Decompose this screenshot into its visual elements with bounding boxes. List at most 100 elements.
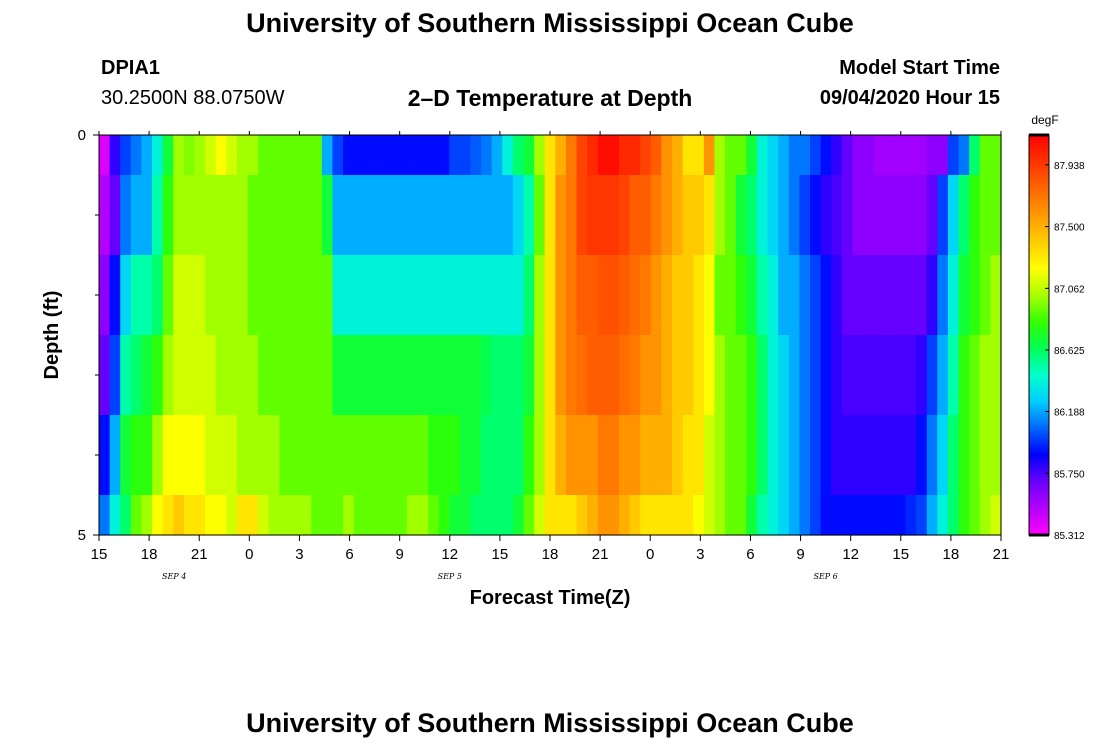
heatmap-cell xyxy=(512,495,525,536)
heatmap-cell xyxy=(491,415,503,496)
heatmap-cell xyxy=(321,255,334,336)
heatmap-cell xyxy=(714,415,726,496)
heatmap-cell xyxy=(778,175,790,256)
heatmap-cell xyxy=(162,415,174,496)
heatmap-cell xyxy=(693,255,705,336)
x-tick-label: 15 xyxy=(91,546,108,563)
heatmap-cell xyxy=(173,175,185,256)
y-tick-label: 5 xyxy=(78,527,86,544)
heatmap-cell xyxy=(788,135,800,176)
heatmap-cell xyxy=(236,255,249,336)
heatmap-cell xyxy=(650,415,663,496)
heatmap-cell xyxy=(215,415,227,496)
heatmap-cell xyxy=(396,415,408,496)
heatmap-cell xyxy=(703,415,716,496)
colorbar: degF 85.312 85.750 86.188 86.625 87.062 87.50… xyxy=(1028,113,1085,542)
heatmap-cell xyxy=(873,255,885,336)
heatmap-cell xyxy=(576,415,588,496)
heatmap-cell xyxy=(831,415,843,496)
heatmap-cell xyxy=(470,495,482,536)
heatmap-cell xyxy=(502,495,514,536)
heatmap-cell xyxy=(809,175,822,256)
heatmap-cell xyxy=(682,335,694,416)
heatmap-cell xyxy=(470,255,482,336)
heatmap-cell xyxy=(173,415,185,496)
heatmap-cell xyxy=(788,495,800,536)
heatmap-cell xyxy=(152,255,164,336)
heatmap-cell xyxy=(618,495,631,536)
heatmap-cell xyxy=(396,135,408,176)
heatmap-cell xyxy=(661,135,673,176)
heatmap-cell xyxy=(608,135,620,176)
heatmap-cell xyxy=(512,335,525,416)
heatmap-cell xyxy=(788,175,800,256)
heatmap-cell xyxy=(481,135,493,176)
heatmap-cell xyxy=(226,135,238,176)
heatmap-cell xyxy=(894,135,907,176)
heatmap-cell xyxy=(958,175,970,256)
heatmap-cell xyxy=(205,415,217,496)
heatmap-cell xyxy=(725,175,737,256)
heatmap-cell xyxy=(894,415,907,496)
heatmap-cell xyxy=(364,175,376,256)
heatmap-cell xyxy=(788,335,800,416)
heatmap-cell xyxy=(353,495,365,536)
x-tick-label: 3 xyxy=(295,546,303,563)
heatmap-cell xyxy=(544,415,556,496)
heatmap-cell xyxy=(863,135,875,176)
heatmap-cell xyxy=(290,175,302,256)
heatmap-cell xyxy=(693,135,705,176)
heatmap-cell xyxy=(396,255,408,336)
heatmap-cell xyxy=(279,135,291,176)
heatmap-cell xyxy=(226,415,238,496)
heatmap-cell xyxy=(247,175,259,256)
heatmap-cell xyxy=(268,255,280,336)
x-tick-label: 0 xyxy=(245,546,253,563)
heatmap-cell xyxy=(778,495,790,536)
date-label: SEP 4 xyxy=(162,572,186,581)
heatmap-cell xyxy=(555,495,567,536)
heatmap-cell xyxy=(852,495,864,536)
heatmap-cell xyxy=(990,335,1002,416)
heatmap-cell xyxy=(799,495,811,536)
heatmap-cell xyxy=(491,175,503,256)
heatmap-cell xyxy=(905,335,917,416)
heatmap-cell xyxy=(268,135,280,176)
heatmap-cell xyxy=(884,255,896,336)
heatmap-cell xyxy=(268,415,280,496)
heatmap-cell xyxy=(841,495,854,536)
heatmap-cell xyxy=(491,135,503,176)
heatmap-cell xyxy=(756,495,769,536)
heatmap-cell xyxy=(194,175,206,256)
heatmap-cell xyxy=(162,175,174,256)
x-tick-label: 6 xyxy=(746,546,754,563)
heatmap-cell xyxy=(958,495,970,536)
heatmap-cell xyxy=(534,415,546,496)
heatmap-cell xyxy=(873,495,885,536)
heatmap-cell xyxy=(427,175,440,256)
heatmap-cell xyxy=(236,335,249,416)
heatmap-cell xyxy=(767,255,779,336)
x-tick-label: 18 xyxy=(141,546,158,563)
heatmap-cell xyxy=(725,255,737,336)
heatmap-cell xyxy=(459,175,472,256)
heatmap-cell xyxy=(470,175,482,256)
heatmap-cell xyxy=(863,415,875,496)
heatmap-cell xyxy=(576,335,588,416)
heatmap-cell xyxy=(746,175,758,256)
heatmap-cell xyxy=(449,135,461,176)
heatmap-cell xyxy=(661,255,673,336)
heatmap-cell xyxy=(120,495,132,536)
heatmap-cell xyxy=(130,175,143,256)
heatmap-cell xyxy=(555,335,567,416)
x-tick-label: 18 xyxy=(943,546,960,563)
heatmap-cell xyxy=(99,175,111,256)
heatmap-cell xyxy=(587,135,599,176)
heatmap-cell xyxy=(831,255,843,336)
heatmap-cell xyxy=(788,415,800,496)
heatmap-cell xyxy=(587,495,599,536)
heatmap-cell xyxy=(778,255,790,336)
heatmap-cell xyxy=(661,175,673,256)
heatmap-cell xyxy=(544,495,556,536)
heatmap-cell xyxy=(979,335,991,416)
